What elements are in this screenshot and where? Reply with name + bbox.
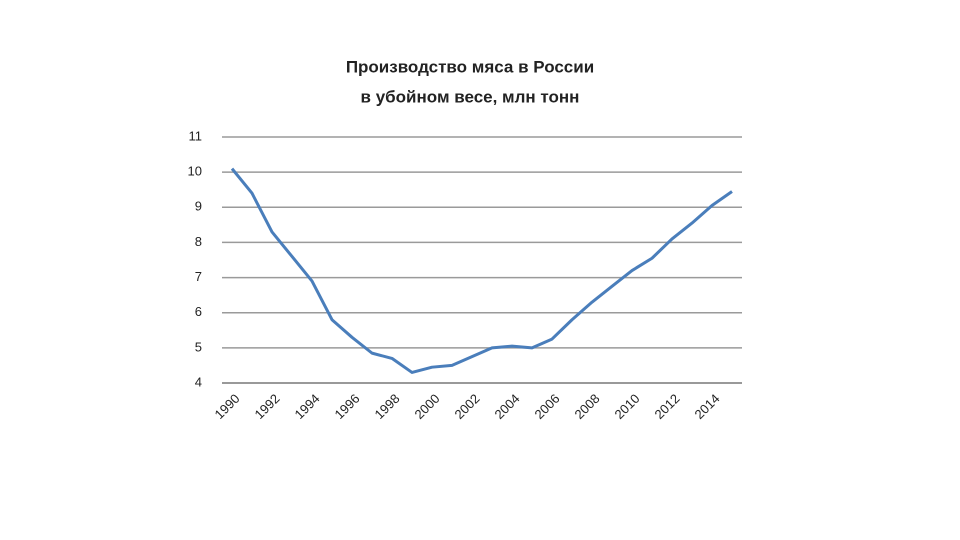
y-tick-label: 11 [189,128,203,143]
chart-title: в убойном весе, млн тонн [361,87,580,106]
x-tick-label: 1994 [291,391,322,422]
x-tick-label: 2012 [651,391,682,422]
y-tick-label: 10 [188,164,202,179]
y-tick-label: 5 [195,339,202,354]
x-tick-label: 2010 [611,391,642,422]
data-line [230,167,733,374]
x-tick-label: 1992 [251,391,282,422]
x-tick-label: 2014 [691,391,722,422]
x-tick-label: 2008 [571,391,602,422]
x-tick-label: 1996 [331,391,362,422]
x-tick-label: 2006 [531,391,562,422]
y-tick-label: 4 [195,374,202,389]
chart-title: Производство мяса в России [346,57,594,76]
y-tick-label: 7 [195,269,202,284]
x-tick-label: 2000 [411,391,442,422]
x-tick-label: 1990 [211,391,242,422]
x-tick-label: 2002 [451,391,482,422]
y-tick-label: 6 [195,304,202,319]
x-tick-label: 1998 [371,391,402,422]
x-tick-label: 2004 [491,391,522,422]
y-tick-label: 8 [195,234,202,249]
y-tick-label: 9 [195,199,202,214]
